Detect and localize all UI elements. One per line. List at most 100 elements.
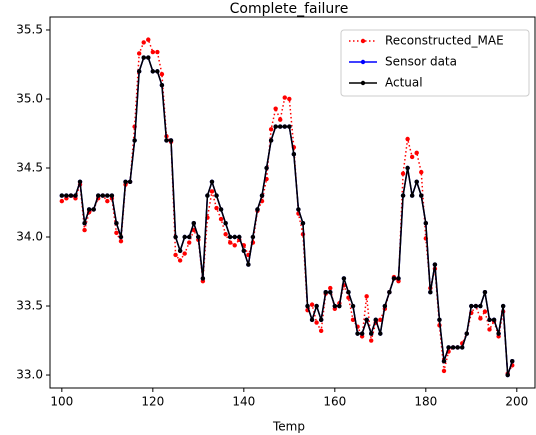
point [146, 55, 151, 60]
point [118, 238, 124, 244]
point [191, 221, 196, 226]
point [150, 69, 156, 74]
point [350, 303, 356, 309]
point [223, 221, 228, 226]
point [73, 193, 78, 198]
point [309, 317, 315, 323]
point [419, 169, 424, 175]
point [510, 359, 515, 364]
point [414, 179, 419, 184]
point [164, 138, 169, 143]
point [118, 234, 124, 240]
point [291, 151, 297, 157]
point [223, 232, 228, 237]
point [314, 303, 319, 309]
point [332, 303, 338, 309]
point [218, 216, 224, 222]
point [173, 234, 178, 240]
point [105, 193, 110, 198]
x-tick-label: 200 [505, 395, 528, 409]
y-tick-label: 34.0 [16, 230, 43, 244]
x-tick-label: 120 [141, 395, 164, 409]
legend-marker [360, 59, 366, 65]
point [405, 136, 410, 142]
series-line [61, 56, 513, 376]
point [314, 320, 319, 325]
x-tick-label: 100 [50, 395, 73, 409]
point [241, 248, 247, 254]
series-line [61, 56, 513, 376]
point [232, 243, 237, 248]
x-tick-label: 160 [323, 395, 346, 409]
series-line [61, 38, 513, 377]
point [91, 207, 96, 212]
point [469, 303, 474, 309]
point [141, 55, 146, 60]
point [482, 309, 488, 314]
point [450, 345, 456, 350]
point [214, 193, 219, 198]
point [282, 95, 287, 100]
point [159, 71, 165, 77]
point [268, 127, 274, 132]
point [346, 290, 351, 295]
point [428, 290, 433, 295]
point [227, 234, 233, 240]
legend-box [340, 29, 530, 97]
point [218, 207, 224, 212]
point [109, 193, 115, 198]
point [268, 138, 274, 143]
point [59, 198, 65, 204]
point [82, 221, 87, 226]
point [496, 331, 501, 336]
point [441, 368, 447, 374]
point [278, 117, 283, 122]
x-tick-label: 140 [232, 395, 255, 409]
point [460, 345, 465, 350]
legend-label: Sensor data [385, 55, 457, 69]
point [82, 227, 87, 233]
legend-marker [360, 38, 366, 44]
point [136, 51, 142, 56]
point [132, 138, 137, 143]
point [387, 290, 392, 295]
point [250, 234, 256, 240]
point [328, 285, 333, 291]
legend-label: Actual [385, 76, 423, 90]
axes-frame [49, 16, 536, 389]
point [318, 328, 324, 334]
point [86, 207, 92, 212]
point [114, 221, 119, 226]
point [391, 276, 397, 281]
point [437, 317, 442, 323]
point [278, 124, 283, 129]
point [214, 205, 219, 211]
point [182, 251, 187, 256]
point [400, 193, 406, 198]
point [355, 331, 360, 336]
point [105, 198, 110, 204]
point [136, 69, 142, 74]
point [141, 40, 146, 45]
point [59, 193, 65, 198]
point [64, 193, 69, 198]
point [114, 230, 119, 236]
point [287, 124, 292, 129]
point [400, 171, 406, 176]
point [168, 138, 174, 143]
legend-marker [360, 80, 366, 86]
point [464, 331, 469, 336]
point [419, 193, 424, 198]
y-tick-label: 35.0 [16, 91, 43, 105]
point [173, 252, 178, 258]
point [159, 82, 165, 88]
point [382, 303, 388, 309]
chart-title: Complete_failure [230, 1, 349, 17]
point [282, 124, 287, 129]
point [378, 331, 383, 336]
point [318, 317, 324, 323]
point [123, 179, 128, 184]
legend-label: Reconstructed_MAE [385, 34, 504, 48]
point [473, 303, 479, 309]
point [446, 345, 451, 350]
